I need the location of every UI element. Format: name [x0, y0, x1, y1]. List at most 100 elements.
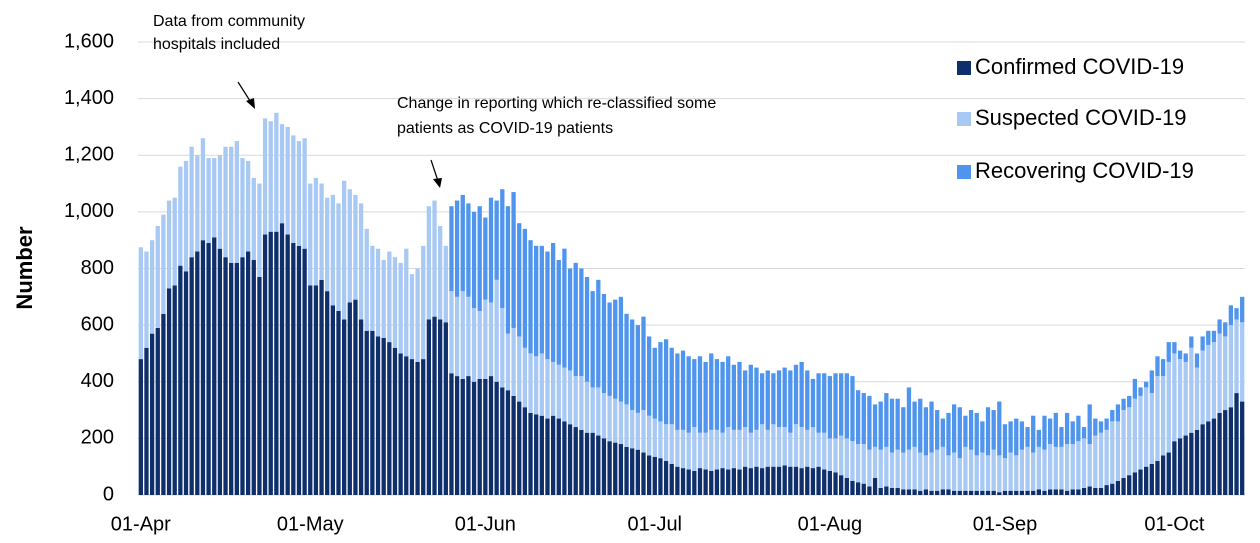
- bar-segment: [550, 361, 556, 416]
- bar-segment: [957, 490, 962, 495]
- bar-segment: [172, 197, 177, 286]
- bar-segment: [980, 490, 985, 495]
- bar-segment: [353, 299, 358, 495]
- bar-segment: [957, 458, 962, 491]
- bar-segment: [872, 478, 878, 495]
- bar-segment: [449, 206, 454, 292]
- y-axis-title: Number: [12, 226, 37, 310]
- bar-segment: [703, 432, 708, 470]
- bar-segment: [206, 158, 211, 244]
- bar-segment: [511, 327, 516, 396]
- bar-segment: [590, 387, 595, 433]
- bar-segment: [1121, 398, 1126, 411]
- bar-segment: [426, 319, 432, 495]
- bar-segment: [505, 206, 511, 334]
- bar-segment: [680, 350, 686, 430]
- bar-segment: [1132, 472, 1138, 495]
- bar-segment: [370, 330, 375, 495]
- bar-segment: [872, 404, 878, 447]
- bar-segment: [528, 412, 533, 495]
- bar-segment: [573, 427, 578, 495]
- bar-segment: [1087, 444, 1092, 487]
- bar-segment: [573, 262, 578, 377]
- legend-swatch: [957, 112, 971, 126]
- bar-segment: [1019, 490, 1025, 495]
- bar-segment: [1138, 395, 1143, 470]
- bar-segment: [641, 452, 646, 495]
- bar-segment: [878, 449, 883, 488]
- bar-segment: [1087, 404, 1092, 445]
- bar-segment: [1115, 421, 1121, 481]
- bar-segment: [528, 353, 533, 413]
- y-tick-label: 1,200: [64, 144, 114, 166]
- bar-segment: [454, 296, 460, 377]
- bar-segment: [788, 370, 793, 433]
- bar-segment: [353, 194, 358, 300]
- bar-segment: [912, 489, 917, 495]
- bar-segment: [1002, 458, 1008, 491]
- bar-segment: [1110, 410, 1115, 422]
- bar-segment: [889, 398, 895, 453]
- bar-segment: [460, 378, 465, 495]
- bar-segment: [217, 155, 223, 249]
- bar-segment: [1155, 376, 1160, 462]
- bar-segment: [635, 449, 640, 495]
- bar-segment: [1047, 444, 1053, 490]
- bar-segment: [1240, 296, 1245, 323]
- bar-segment: [1059, 489, 1064, 495]
- bar-segment: [579, 268, 584, 377]
- bar-segment: [1053, 412, 1058, 447]
- bar-segment: [308, 285, 313, 495]
- bar-segment: [929, 490, 934, 495]
- bar-segment: [319, 183, 324, 280]
- bar-segment: [240, 158, 245, 258]
- bar-segment: [923, 455, 929, 490]
- bar-segment: [1172, 342, 1177, 354]
- x-tick-label: 01-Oct: [1144, 513, 1204, 535]
- bar-segment: [968, 449, 974, 491]
- bar-segment: [675, 353, 680, 430]
- bar-segment: [364, 330, 369, 495]
- bar-segment: [895, 487, 900, 495]
- bar-segment: [946, 455, 951, 490]
- bar-segment: [590, 291, 595, 388]
- bar-segment: [1228, 305, 1234, 326]
- bar-segment: [1211, 418, 1217, 495]
- bar-segment: [500, 387, 505, 495]
- bar-segment: [1098, 487, 1104, 495]
- bar-segment: [630, 448, 635, 495]
- bar-segment: [827, 438, 833, 471]
- bar-segment: [918, 398, 923, 453]
- bar-segment: [1149, 463, 1154, 495]
- bar-segment: [901, 489, 906, 495]
- bar-segment: [195, 155, 200, 252]
- bar-segment: [387, 251, 392, 343]
- bar-segment: [1183, 435, 1188, 495]
- bar-segment: [680, 429, 686, 469]
- bar-segment: [477, 310, 482, 379]
- bar-segment: [731, 364, 737, 430]
- bar-segment: [1144, 387, 1149, 467]
- bar-segment: [1189, 347, 1194, 433]
- bar-segment: [223, 146, 228, 258]
- bar-segment: [545, 251, 550, 360]
- bar-segment: [805, 429, 810, 467]
- bar-segment: [850, 480, 855, 495]
- bar-segment: [398, 353, 403, 495]
- bar-segment: [793, 364, 799, 425]
- bar-segment: [200, 240, 206, 495]
- bar-segment: [844, 438, 849, 479]
- bar-segment: [810, 378, 816, 428]
- bar-segment: [229, 146, 234, 263]
- bar-segment: [1042, 415, 1047, 450]
- bar-segment: [754, 367, 759, 430]
- bar-segment: [1127, 407, 1132, 476]
- bar-segment: [1070, 444, 1075, 490]
- bar-segment: [957, 407, 962, 459]
- bar-segment: [765, 429, 770, 467]
- bar-segment: [1025, 427, 1030, 447]
- bar-segment: [449, 291, 454, 374]
- bar-segment: [1149, 370, 1154, 394]
- bar-segment: [793, 466, 799, 495]
- bar-segment: [234, 141, 239, 263]
